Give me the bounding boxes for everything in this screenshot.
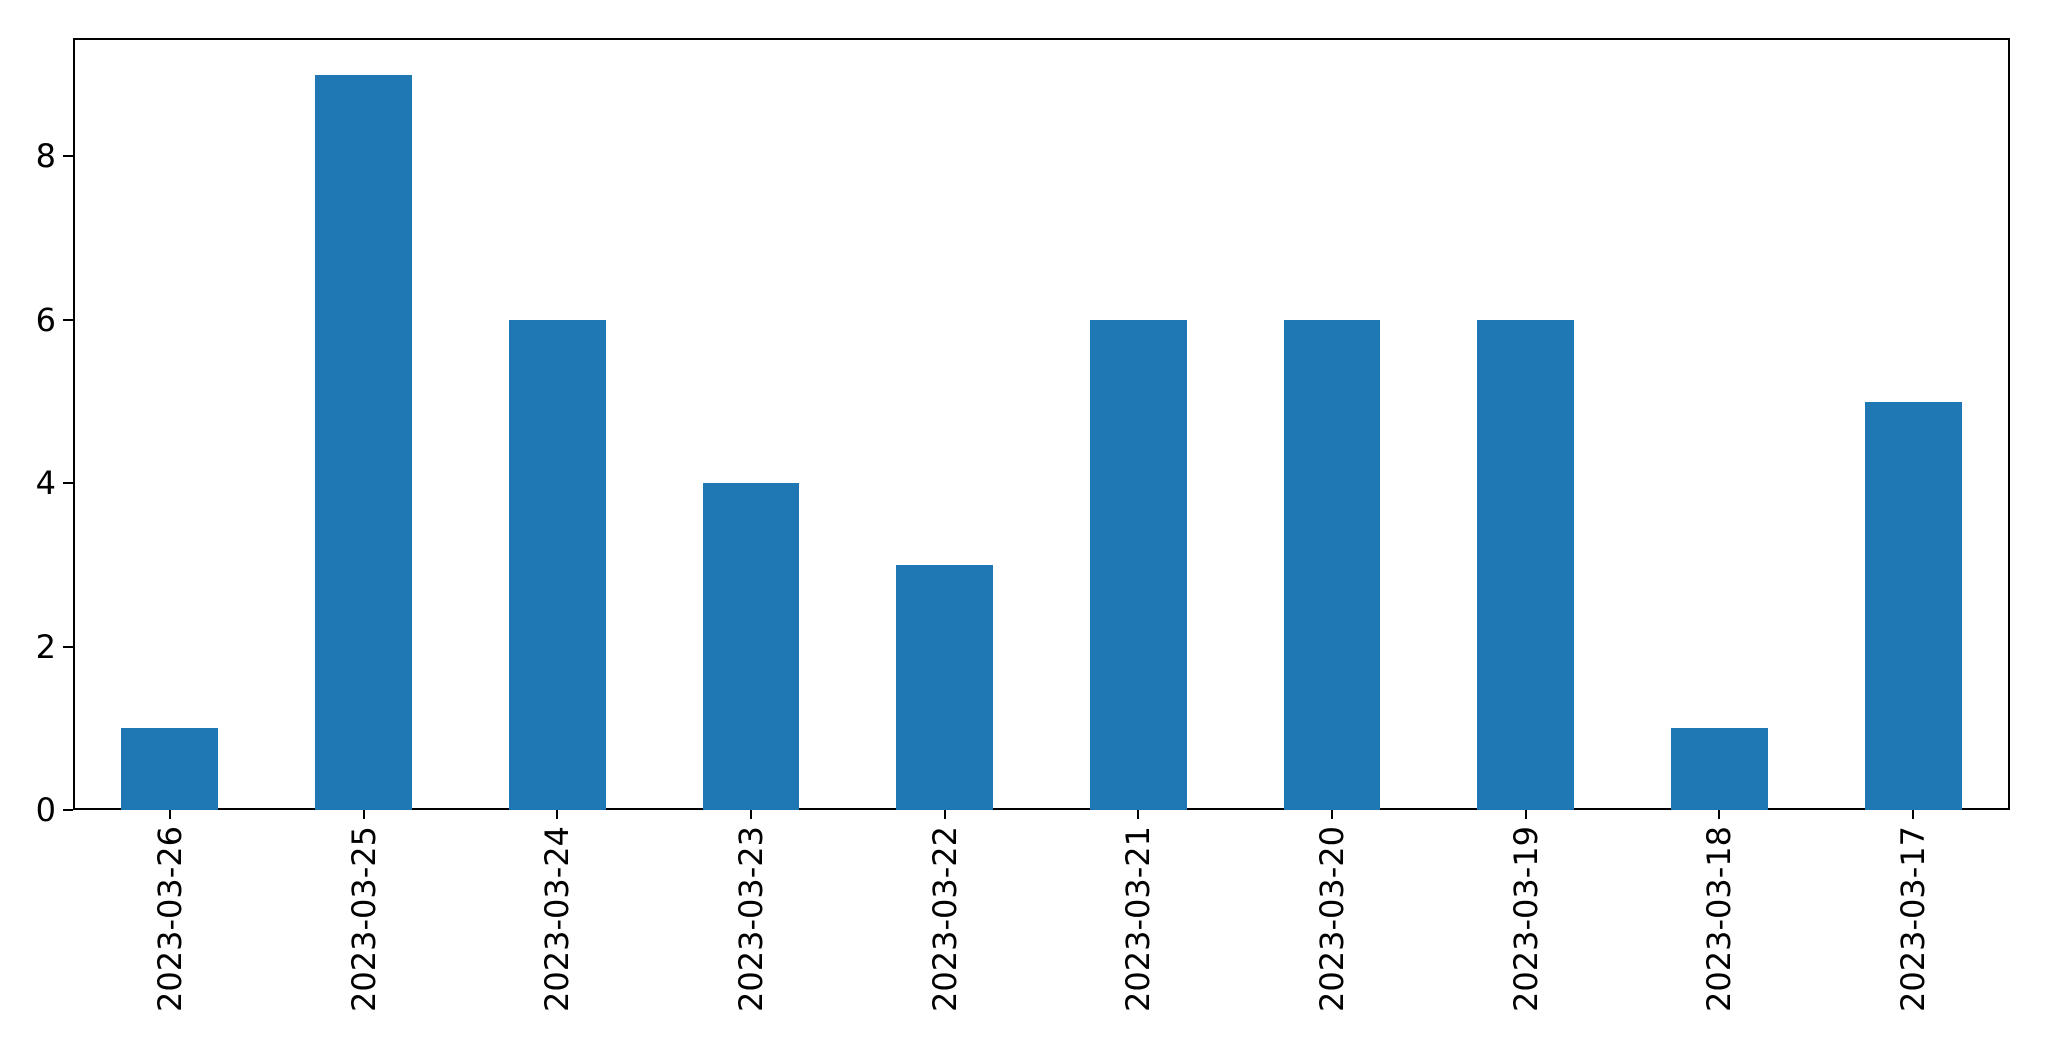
x-tick-label: 2023-03-21 xyxy=(1119,826,1158,1012)
x-tick-mark xyxy=(1524,810,1527,819)
bar xyxy=(508,319,606,810)
y-tick-label: 0 xyxy=(35,791,56,829)
bar xyxy=(1477,319,1575,810)
y-tick-label: 2 xyxy=(35,627,56,666)
bar xyxy=(1864,401,1962,810)
x-tick-mark xyxy=(168,810,171,819)
y-tick-mark xyxy=(63,318,73,321)
y-tick-mark xyxy=(63,809,73,811)
bar xyxy=(1283,319,1381,810)
y-tick-label: 8 xyxy=(35,137,56,176)
y-tick-label: 4 xyxy=(35,464,56,503)
x-tick-label: 2023-03-22 xyxy=(925,826,964,1012)
x-tick-label: 2023-03-23 xyxy=(731,826,770,1012)
x-tick-mark xyxy=(556,810,559,819)
x-tick-label: 2023-03-17 xyxy=(1894,826,1933,1012)
x-tick-mark xyxy=(1331,810,1334,819)
x-tick-label: 2023-03-20 xyxy=(1313,826,1352,1012)
bar xyxy=(121,728,219,810)
y-tick-label: 6 xyxy=(35,300,56,339)
y-tick-mark xyxy=(63,155,73,158)
bar xyxy=(1089,319,1187,810)
x-tick-label: 2023-03-25 xyxy=(344,826,383,1012)
y-tick-mark xyxy=(63,645,73,648)
x-tick-mark xyxy=(362,810,365,819)
bar xyxy=(896,564,994,810)
bar xyxy=(315,74,412,810)
x-tick-mark xyxy=(1137,810,1140,819)
x-tick-mark xyxy=(943,810,946,819)
bar xyxy=(702,483,800,810)
y-tick-mark xyxy=(63,482,73,485)
x-tick-label: 2023-03-18 xyxy=(1700,826,1739,1012)
x-tick-label: 2023-03-24 xyxy=(538,826,577,1012)
x-tick-label: 2023-03-26 xyxy=(150,826,189,1012)
x-tick-mark xyxy=(1718,810,1721,819)
bar xyxy=(1671,728,1768,810)
x-tick-mark xyxy=(1912,810,1915,819)
x-tick-label: 2023-03-19 xyxy=(1506,826,1545,1012)
x-tick-mark xyxy=(749,810,752,819)
